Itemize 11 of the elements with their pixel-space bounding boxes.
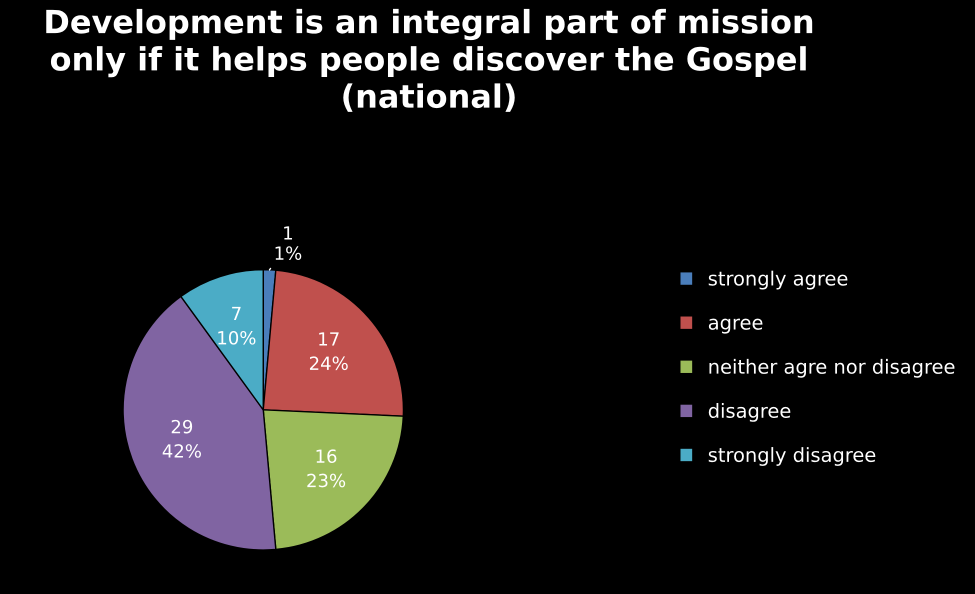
- chart-title: Development is an integral part of mission only if it helps people discover the Gospel (national): [46, 8, 812, 112]
- legend-label: strongly disagree: [708, 447, 876, 466]
- data-label: 1 1%: [276, 226, 302, 260]
- data-label: 7 10%: [218, 306, 256, 345]
- legend-label: strongly agree: [708, 270, 848, 290]
- legend-label: agree: [708, 318, 762, 334]
- legend-label: disagree: [708, 402, 790, 422]
- data-label: 16 23%: [307, 449, 346, 488]
- legend-label: neither agre nor disagree: [709, 358, 954, 378]
- data-label: 17 24%: [310, 332, 348, 370]
- data-label: 29 42%: [162, 420, 201, 458]
